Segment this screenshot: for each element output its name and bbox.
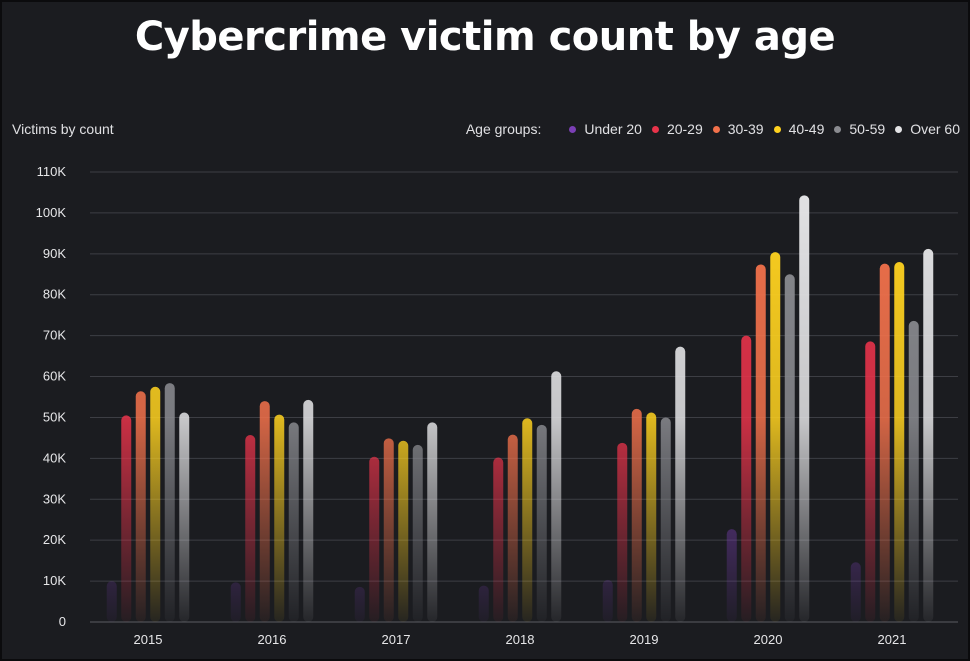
bar-2021-50-59 <box>908 320 919 622</box>
bar-2017-30-39 <box>383 438 394 622</box>
x-tick-label-2019: 2019 <box>630 632 659 647</box>
y-axis-label: Victims by count <box>12 121 114 137</box>
bar-2021-under-20 <box>850 562 861 622</box>
legend-item-over-60: Over 60 <box>895 121 960 137</box>
bar-2019-40-49 <box>646 412 657 622</box>
legend-dot-40-49 <box>773 125 781 133</box>
bar-2020-20-29 <box>741 335 752 622</box>
legend-item-under-20: Under 20 <box>569 121 642 137</box>
legend-item-50-59: 50-59 <box>834 121 885 137</box>
bar-2016-30-39 <box>259 401 270 622</box>
bar-2019-30-39 <box>631 408 642 622</box>
legend-title: Age groups: <box>465 121 542 137</box>
legend-dot-50-59 <box>834 125 842 133</box>
y-tick-label: 70K <box>43 328 66 343</box>
bar-2015-40-49 <box>150 386 161 622</box>
legend-dot-over-60 <box>895 125 903 133</box>
bar-2017-50-59 <box>412 444 423 622</box>
bar-2018-20-29 <box>493 457 504 622</box>
y-tick-label: 80K <box>43 287 66 302</box>
legend-label-over-60: Over 60 <box>910 121 960 137</box>
chart-title: Cybercrime victim count by age <box>134 14 836 60</box>
legend-item-40-49: 40-49 <box>773 121 825 137</box>
y-tick-label: 60K <box>43 369 66 384</box>
bar-2018-50-59 <box>536 424 547 622</box>
bar-2017-20-29 <box>369 456 380 622</box>
bar-2019-50-59 <box>660 417 671 622</box>
bar-2015-over-60 <box>179 412 190 622</box>
bar-2019-under-20 <box>602 579 613 622</box>
legend-label-40-49: 40-49 <box>788 121 825 137</box>
x-tick-label-2020: 2020 <box>754 632 783 647</box>
bar-2021-40-49 <box>894 262 905 622</box>
bar-2016-over-60 <box>303 399 314 622</box>
x-tick-label-2017: 2017 <box>382 632 411 647</box>
y-tick-label: 0 <box>59 614 66 629</box>
y-tick-label: 110K <box>37 164 67 179</box>
bar-2016-20-29 <box>245 435 256 622</box>
bar-2017-over-60 <box>427 422 438 622</box>
legend-label-under-20: Under 20 <box>584 121 642 137</box>
legend-item-30-39: 30-39 <box>712 121 764 137</box>
y-tick-label: 10K <box>43 573 66 588</box>
legend-label-30-39: 30-39 <box>727 121 764 137</box>
bar-2018-40-49 <box>522 418 533 622</box>
legend-dot-30-39 <box>712 125 720 133</box>
legend-dot-20-29 <box>651 125 659 133</box>
legend: Age groups: Under 20 20-29 30-39 40-49 5… <box>466 121 960 137</box>
legend-label-20-29: 20-29 <box>666 121 703 137</box>
bar-2016-40-49 <box>274 414 285 622</box>
bar-2021-30-39 <box>879 263 890 622</box>
bar-2015-20-29 <box>121 415 132 622</box>
bar-2019-20-29 <box>617 442 628 622</box>
bar-2021-over-60 <box>923 248 934 622</box>
bar-2019-over-60 <box>675 346 686 622</box>
bar-2018-over-60 <box>551 371 562 622</box>
legend-label-50-59: 50-59 <box>849 121 886 137</box>
bar-2020-40-49 <box>770 252 781 622</box>
bar-2018-30-39 <box>507 434 518 622</box>
x-tick-label-2015: 2015 <box>134 632 163 647</box>
bar-2017-40-49 <box>398 440 409 622</box>
bar-2017-under-20 <box>354 586 365 622</box>
bar-2018-under-20 <box>478 585 489 622</box>
legend-dot-under-20 <box>569 125 577 133</box>
bar-2020-over-60 <box>799 195 810 622</box>
x-tick-label-2016: 2016 <box>258 632 287 647</box>
bar-2015-under-20 <box>106 581 117 622</box>
x-tick-label-2018: 2018 <box>506 632 535 647</box>
bar-2016-50-59 <box>288 422 299 622</box>
y-tick-label: 50K <box>43 409 66 424</box>
x-tick-label-2021: 2021 <box>878 632 907 647</box>
bar-2020-30-39 <box>755 264 766 622</box>
legend-item-20-29: 20-29 <box>651 121 703 137</box>
bar-2015-30-39 <box>135 391 146 622</box>
y-tick-label: 30K <box>43 491 66 506</box>
bar-2021-20-29 <box>865 341 876 622</box>
bar-2020-under-20 <box>726 529 737 622</box>
bar-2016-under-20 <box>230 582 241 622</box>
y-tick-label: 40K <box>43 450 66 465</box>
bar-2015-50-59 <box>164 383 175 622</box>
y-tick-label: 20K <box>43 532 66 547</box>
bar-2020-50-59 <box>784 274 795 622</box>
y-tick-label: 90K <box>43 246 66 261</box>
y-tick-label: 100K <box>36 205 67 220</box>
